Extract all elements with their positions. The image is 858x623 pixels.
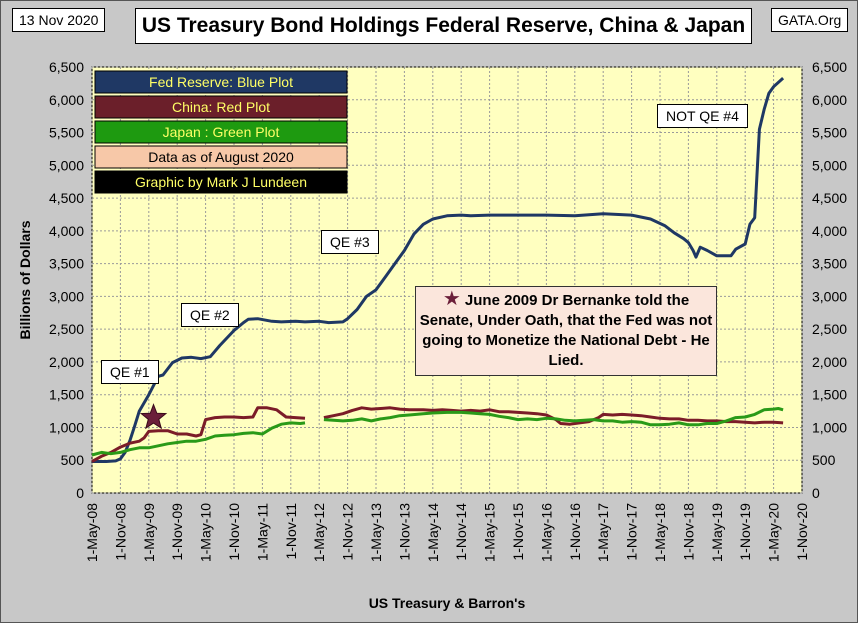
y-axis-label: Billions of Dollars [17, 220, 33, 339]
note-star-icon: ★ [442, 288, 461, 310]
x-tick-label: 1-Nov-10 [226, 503, 242, 561]
y-tick-label-left: 1,000 [49, 419, 84, 435]
y-tick-label-left: 4,500 [49, 190, 84, 206]
x-tick-label: 1-May-09 [141, 503, 157, 562]
y-tick-label-right: 1,000 [812, 419, 847, 435]
legend-swatch-1 [94, 95, 348, 119]
y-tick-label-right: 2,000 [812, 354, 847, 370]
x-tick-label: 1-May-16 [538, 503, 554, 562]
annotation-qe4: NOT QE #4 [657, 104, 748, 128]
legend-label-3: Data as of August 2020 [148, 149, 294, 165]
y-tick-label-right: 4,000 [812, 223, 847, 239]
legend-label-1: China: Red Plot [172, 99, 270, 115]
x-tick-label: 1-Nov-13 [396, 503, 412, 561]
x-tick-label: 1-May-10 [198, 503, 214, 562]
x-axis-label: US Treasury & Barron's [369, 595, 526, 611]
y-tick-label-left: 6,000 [49, 92, 84, 108]
y-tick-label-right: 2,500 [812, 321, 847, 337]
legend-label-0: Fed Reserve: Blue Plot [149, 74, 293, 90]
y-tick-label-left: 5,000 [49, 157, 84, 173]
series-line-japan [91, 407, 784, 457]
x-tick-label: 1-Nov-16 [567, 503, 583, 561]
note-text: June 2009 Dr Bernanke told the Senate, U… [419, 292, 713, 369]
x-tick-label: 1-May-12 [311, 503, 327, 562]
bernanke-note: ★ June 2009 Dr Bernanke told the Senate,… [415, 286, 717, 376]
x-tick-label: 1-Nov-11 [283, 503, 299, 560]
y-tick-label-left: 5,500 [49, 125, 84, 141]
x-tick-label: 1-May-08 [84, 503, 100, 562]
series-line-china [91, 406, 784, 463]
annotation-qe3: QE #3 [321, 230, 379, 254]
x-tick-label: 1-May-17 [595, 503, 611, 562]
x-tick-label: 1-Nov-08 [112, 503, 128, 561]
y-tick-label-right: 500 [812, 452, 836, 468]
y-tick-label-right: 5,000 [812, 157, 847, 173]
x-tick-label: 1-May-11 [254, 503, 270, 561]
source-tag: GATA.Org [771, 8, 849, 32]
y-tick-label-right: 6,000 [812, 92, 847, 108]
y-tick-label-right: 1,500 [812, 387, 847, 403]
legend-swatch-4 [94, 170, 348, 194]
legend-label-4: Graphic by Mark J Lundeen [135, 174, 307, 190]
legend-swatch-0 [94, 70, 348, 94]
x-tick-label: 1-Nov-17 [624, 503, 640, 561]
x-tick-label: 1-May-18 [652, 503, 668, 562]
chart-title: US Treasury Bond Holdings Federal Reserv… [135, 8, 752, 44]
annotation-qe1: QE #1 [101, 360, 159, 384]
x-tick-label: 1-Nov-12 [340, 503, 356, 561]
legend-label-2: Japan : Green Plot [163, 124, 280, 140]
y-tick-label-left: 2,500 [49, 321, 84, 337]
y-tick-label-right: 5,500 [812, 125, 847, 141]
legend-swatch-3 [94, 145, 348, 169]
x-tick-label: 1-May-14 [425, 503, 441, 562]
x-tick-label: 1-Nov-14 [453, 503, 469, 561]
x-tick-label: 1-Nov-19 [737, 503, 753, 561]
date-label: 13 Nov 2020 [12, 8, 106, 32]
y-tick-label-left: 3,000 [49, 288, 84, 304]
y-tick-label-right: 3,000 [812, 288, 847, 304]
legend-swatch-2 [94, 120, 348, 144]
annotation-qe2: QE #2 [181, 303, 239, 327]
x-tick-label: 1-May-19 [709, 503, 725, 562]
y-tick-label-right: 3,500 [812, 256, 847, 272]
y-tick-label-left: 3,500 [49, 256, 84, 272]
y-tick-label-left: 1,500 [49, 387, 84, 403]
series-line-fed-reserve [92, 76, 785, 463]
x-tick-label: 1-Nov-09 [169, 503, 185, 561]
x-tick-label: 1-Nov-20 [794, 503, 810, 561]
x-tick-label: 1-May-15 [482, 503, 498, 562]
y-tick-label-right: 0 [812, 485, 820, 501]
y-tick-label-left: 0 [76, 485, 84, 501]
y-tick-label-left: 4,000 [49, 223, 84, 239]
x-tick-label: 1-Nov-18 [680, 503, 696, 561]
y-tick-label-left: 6,500 [49, 59, 84, 75]
y-tick-label-left: 500 [61, 452, 85, 468]
y-tick-label-right: 6,500 [812, 59, 847, 75]
star-marker-icon [139, 403, 168, 430]
y-tick-label-left: 2,000 [49, 354, 84, 370]
x-tick-label: 1-May-13 [368, 503, 384, 562]
y-tick-label-right: 4,500 [812, 190, 847, 206]
x-tick-label: 1-Nov-15 [510, 503, 526, 561]
x-tick-label: 1-May-20 [766, 503, 782, 562]
